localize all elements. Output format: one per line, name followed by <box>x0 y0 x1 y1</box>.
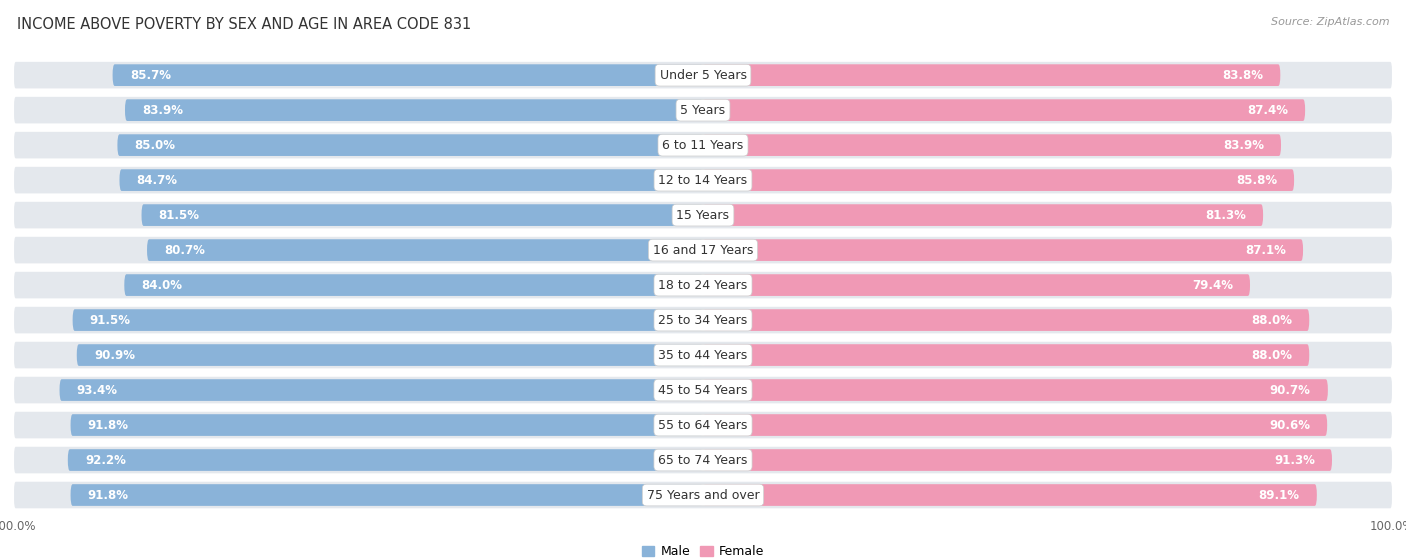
FancyBboxPatch shape <box>703 449 1331 471</box>
FancyBboxPatch shape <box>703 239 1303 261</box>
FancyBboxPatch shape <box>14 237 1392 263</box>
Text: 18 to 24 Years: 18 to 24 Years <box>658 278 748 292</box>
Text: 83.9%: 83.9% <box>1223 139 1264 151</box>
Text: 75 Years and over: 75 Years and over <box>647 489 759 501</box>
Text: 91.8%: 91.8% <box>87 489 129 501</box>
FancyBboxPatch shape <box>67 449 703 471</box>
Text: 91.8%: 91.8% <box>87 419 129 432</box>
Text: 92.2%: 92.2% <box>84 453 127 467</box>
FancyBboxPatch shape <box>703 169 1294 191</box>
FancyBboxPatch shape <box>14 202 1392 229</box>
FancyBboxPatch shape <box>14 272 1392 299</box>
Text: 90.9%: 90.9% <box>94 349 135 362</box>
FancyBboxPatch shape <box>14 342 1392 368</box>
FancyBboxPatch shape <box>70 484 703 506</box>
FancyBboxPatch shape <box>703 309 1309 331</box>
FancyBboxPatch shape <box>142 204 703 226</box>
Text: 15 Years: 15 Years <box>676 209 730 221</box>
FancyBboxPatch shape <box>70 414 703 436</box>
FancyBboxPatch shape <box>14 482 1392 508</box>
Text: 12 to 14 Years: 12 to 14 Years <box>658 174 748 187</box>
FancyBboxPatch shape <box>703 100 1305 121</box>
Text: 87.4%: 87.4% <box>1247 103 1288 117</box>
Text: Source: ZipAtlas.com: Source: ZipAtlas.com <box>1271 17 1389 27</box>
Text: 81.3%: 81.3% <box>1205 209 1246 221</box>
Text: 89.1%: 89.1% <box>1258 489 1299 501</box>
FancyBboxPatch shape <box>703 344 1309 366</box>
Text: 5 Years: 5 Years <box>681 103 725 117</box>
FancyBboxPatch shape <box>703 274 1250 296</box>
Text: 84.7%: 84.7% <box>136 174 177 187</box>
Text: INCOME ABOVE POVERTY BY SEX AND AGE IN AREA CODE 831: INCOME ABOVE POVERTY BY SEX AND AGE IN A… <box>17 17 471 32</box>
FancyBboxPatch shape <box>14 62 1392 88</box>
FancyBboxPatch shape <box>77 344 703 366</box>
Text: 16 and 17 Years: 16 and 17 Years <box>652 244 754 257</box>
Text: 85.8%: 85.8% <box>1236 174 1277 187</box>
Text: 83.8%: 83.8% <box>1222 69 1263 82</box>
FancyBboxPatch shape <box>14 377 1392 404</box>
FancyBboxPatch shape <box>703 379 1327 401</box>
Text: 85.7%: 85.7% <box>129 69 170 82</box>
Text: 84.0%: 84.0% <box>142 278 183 292</box>
FancyBboxPatch shape <box>703 484 1317 506</box>
Text: 55 to 64 Years: 55 to 64 Years <box>658 419 748 432</box>
FancyBboxPatch shape <box>703 204 1263 226</box>
FancyBboxPatch shape <box>112 64 703 86</box>
Text: 83.9%: 83.9% <box>142 103 183 117</box>
Text: 90.6%: 90.6% <box>1270 419 1310 432</box>
FancyBboxPatch shape <box>14 97 1392 124</box>
FancyBboxPatch shape <box>73 309 703 331</box>
FancyBboxPatch shape <box>703 64 1281 86</box>
FancyBboxPatch shape <box>124 274 703 296</box>
Text: 91.5%: 91.5% <box>90 314 131 326</box>
FancyBboxPatch shape <box>14 307 1392 333</box>
Text: 6 to 11 Years: 6 to 11 Years <box>662 139 744 151</box>
Text: 91.3%: 91.3% <box>1274 453 1315 467</box>
FancyBboxPatch shape <box>703 414 1327 436</box>
Text: 85.0%: 85.0% <box>135 139 176 151</box>
Text: 87.1%: 87.1% <box>1244 244 1286 257</box>
Text: 93.4%: 93.4% <box>77 383 118 396</box>
Text: 88.0%: 88.0% <box>1251 349 1292 362</box>
Text: 81.5%: 81.5% <box>159 209 200 221</box>
FancyBboxPatch shape <box>14 132 1392 158</box>
Text: 80.7%: 80.7% <box>165 244 205 257</box>
FancyBboxPatch shape <box>120 169 703 191</box>
Legend: Male, Female: Male, Female <box>637 540 769 559</box>
Text: 65 to 74 Years: 65 to 74 Years <box>658 453 748 467</box>
FancyBboxPatch shape <box>117 134 703 156</box>
FancyBboxPatch shape <box>14 412 1392 438</box>
FancyBboxPatch shape <box>59 379 703 401</box>
Text: 79.4%: 79.4% <box>1192 278 1233 292</box>
Text: 45 to 54 Years: 45 to 54 Years <box>658 383 748 396</box>
FancyBboxPatch shape <box>703 134 1281 156</box>
FancyBboxPatch shape <box>148 239 703 261</box>
Text: 90.7%: 90.7% <box>1270 383 1310 396</box>
Text: 25 to 34 Years: 25 to 34 Years <box>658 314 748 326</box>
FancyBboxPatch shape <box>125 100 703 121</box>
FancyBboxPatch shape <box>14 447 1392 473</box>
Text: 88.0%: 88.0% <box>1251 314 1292 326</box>
FancyBboxPatch shape <box>14 167 1392 193</box>
Text: Under 5 Years: Under 5 Years <box>659 69 747 82</box>
Text: 35 to 44 Years: 35 to 44 Years <box>658 349 748 362</box>
